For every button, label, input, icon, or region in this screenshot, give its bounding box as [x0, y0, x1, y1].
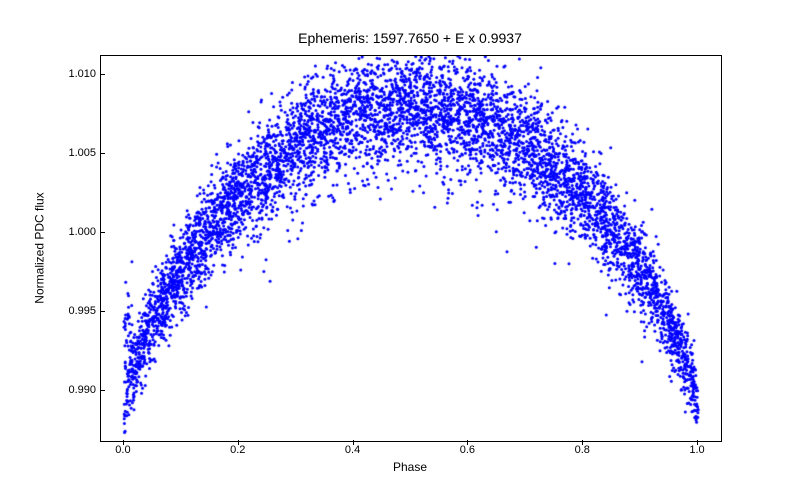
y-tick-mark	[100, 311, 105, 312]
y-tick-label: 0.995	[56, 305, 96, 317]
x-tick-mark	[582, 440, 583, 445]
x-tick-mark	[238, 440, 239, 445]
scatter-canvas	[101, 56, 721, 441]
y-tick-label: 1.010	[56, 68, 96, 80]
y-tick-mark	[100, 390, 105, 391]
x-tick-mark	[123, 440, 124, 445]
x-tick-label: 0.4	[345, 444, 360, 456]
y-tick-label: 0.990	[56, 384, 96, 396]
y-tick-mark	[100, 153, 105, 154]
x-tick-label: 0.6	[460, 444, 475, 456]
x-tick-mark	[353, 440, 354, 445]
chart-title: Ephemeris: 1597.7650 + E x 0.9937	[100, 30, 720, 46]
x-tick-label: 0.0	[115, 444, 130, 456]
x-tick-mark	[467, 440, 468, 445]
y-tick-label: 1.000	[56, 226, 96, 238]
x-tick-label: 0.2	[230, 444, 245, 456]
y-tick-mark	[100, 74, 105, 75]
x-axis-label: Phase	[100, 460, 720, 474]
chart-container: Ephemeris: 1597.7650 + E x 0.9937 Normal…	[0, 0, 800, 500]
y-axis-label: Normalized PDC flux	[30, 55, 50, 440]
y-tick-label: 1.005	[56, 147, 96, 159]
x-tick-label: 0.8	[575, 444, 590, 456]
x-tick-label: 1.0	[689, 444, 704, 456]
x-tick-mark	[697, 440, 698, 445]
plot-area	[100, 55, 722, 442]
y-tick-mark	[100, 232, 105, 233]
